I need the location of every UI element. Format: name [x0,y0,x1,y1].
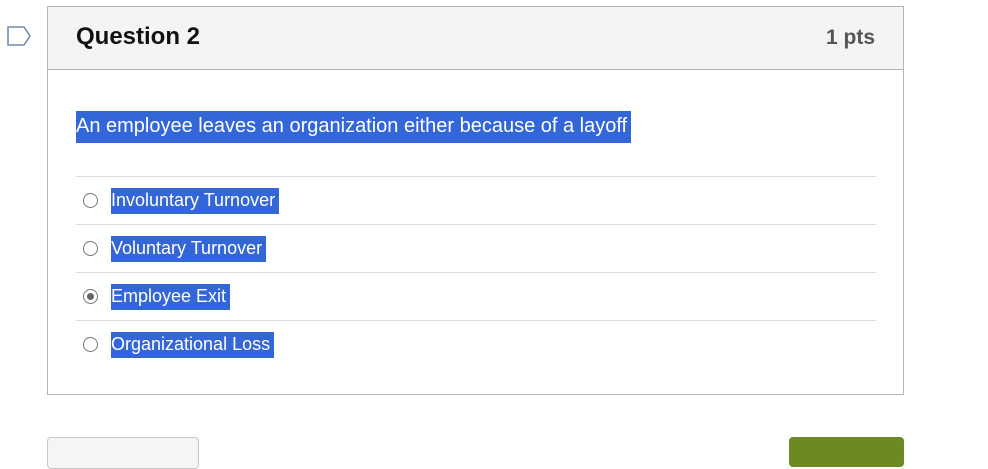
question-card: Question 2 1 pts An employee leaves an o… [47,6,904,395]
answer-option[interactable]: Employee Exit [76,272,876,320]
question-points: 1 pts [825,26,875,49]
answer-option[interactable]: Organizational Loss [76,320,876,368]
answer-label[interactable]: Employee Exit [111,284,231,310]
radio-button-selected[interactable] [83,289,98,304]
radio-button[interactable] [83,241,98,256]
bookmark-flag-icon[interactable] [7,26,31,46]
radio-button[interactable] [83,193,98,208]
answer-label[interactable]: Voluntary Turnover [111,236,267,262]
previous-button[interactable] [47,437,199,469]
radio-button[interactable] [83,337,98,352]
question-header: Question 2 1 pts [48,7,903,70]
answer-option[interactable]: Involuntary Turnover [76,176,876,224]
answer-option[interactable]: Voluntary Turnover [76,224,876,272]
question-title: Question 2 [76,23,201,50]
next-button[interactable] [789,437,904,467]
question-text: An employee leaves an organization eithe… [76,111,632,143]
answer-label[interactable]: Involuntary Turnover [111,188,280,214]
answer-label[interactable]: Organizational Loss [111,332,275,358]
answer-list: Involuntary Turnover Voluntary Turnover … [76,176,876,368]
